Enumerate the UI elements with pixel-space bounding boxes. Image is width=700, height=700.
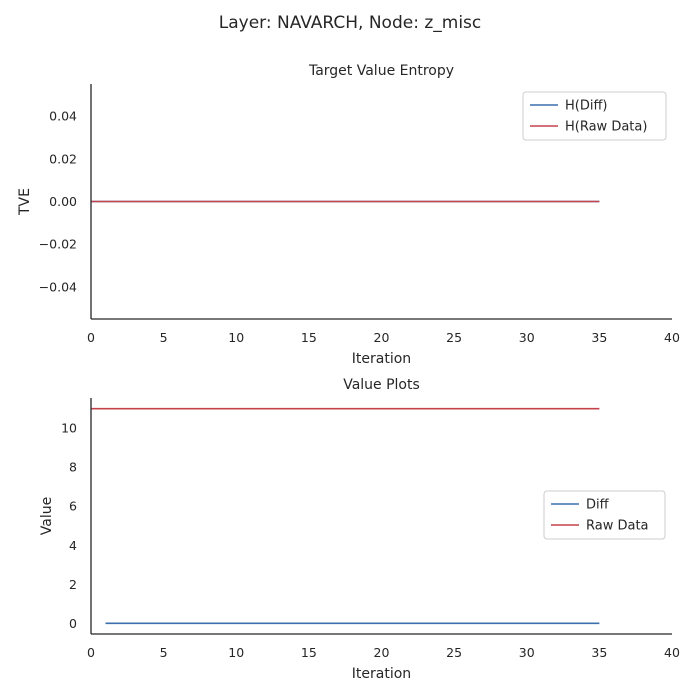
x-tick-label: 20: [374, 645, 390, 660]
legend-box: [543, 490, 666, 540]
y-axis-label: Value: [39, 497, 55, 535]
legend-label: Raw Data: [586, 519, 649, 534]
x-tick-label: 0: [87, 330, 95, 345]
x-tick-label: 25: [446, 330, 462, 345]
x-tick-label: 40: [664, 330, 680, 345]
x-tick-label: 10: [228, 330, 244, 345]
figure-title: Layer: NAVARCH, Node: z_misc: [219, 13, 482, 33]
x-tick-label: 15: [301, 330, 317, 345]
y-tick-label: 0: [69, 616, 77, 631]
y-tick-label: −0.02: [39, 237, 77, 252]
y-tick-label: 0.02: [49, 151, 77, 166]
y-tick-label: 8: [69, 460, 77, 475]
x-tick-label: 35: [591, 645, 607, 660]
x-tick-label: 5: [160, 645, 168, 660]
value-chart: Value Plots 0 5 10 15 20 25 30 35 40 0 2 4 6 8 10 Iterat…: [39, 377, 680, 682]
chart-title: Target Value Entropy: [308, 63, 454, 79]
x-tick-label: 30: [519, 645, 535, 660]
legend: H(Diff) H(Raw Data): [522, 91, 667, 141]
x-tick-label: 0: [87, 645, 95, 660]
tve-chart: Target Value Entropy 0 5 10 15 20 25 30 35 40 0.04…: [17, 63, 680, 367]
y-axis-label: TVE: [17, 188, 33, 216]
y-tick-label: 4: [69, 538, 77, 553]
y-tick-label: −0.04: [39, 279, 77, 294]
x-tick-label: 35: [591, 330, 607, 345]
y-tick-label: 10: [61, 421, 77, 436]
x-tick-label: 30: [519, 330, 535, 345]
x-tick-label: 5: [160, 330, 168, 345]
y-tick-label: 0.04: [49, 109, 77, 124]
x-axis-label: Iteration: [352, 351, 411, 367]
x-tick-label: 15: [301, 645, 317, 660]
x-tick-label: 40: [664, 645, 680, 660]
x-tick-label: 20: [374, 330, 390, 345]
y-tick-label: 6: [69, 499, 77, 514]
y-tick-label: 0.00: [49, 194, 77, 209]
x-axis-label: Iteration: [352, 666, 411, 682]
legend-label: Diff: [586, 498, 610, 513]
legend-box: [522, 91, 667, 141]
chart-title: Value Plots: [343, 377, 420, 393]
legend: Diff Raw Data: [543, 490, 666, 540]
x-tick-label: 10: [228, 645, 244, 660]
x-tick-label: 25: [446, 645, 462, 660]
legend-label: H(Raw Data): [565, 120, 647, 135]
legend-label: H(Diff): [565, 99, 608, 114]
y-tick-label: 2: [69, 577, 77, 592]
